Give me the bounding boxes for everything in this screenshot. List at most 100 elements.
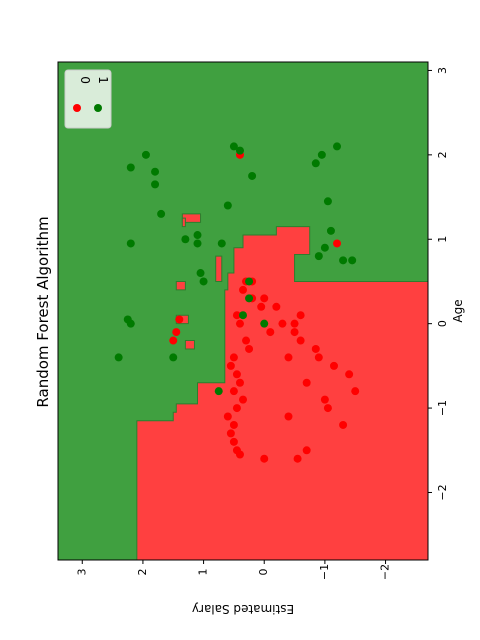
point-class-0 <box>245 344 254 353</box>
point-class-0 <box>278 319 287 328</box>
point-class-1 <box>193 239 202 248</box>
point-class-0 <box>284 353 293 362</box>
y-tick-label: −1 <box>318 564 331 580</box>
point-class-1 <box>196 269 205 278</box>
x-tick-label: 3 <box>436 67 449 74</box>
point-class-1 <box>181 235 190 244</box>
point-class-1 <box>314 252 323 261</box>
data-points <box>114 142 360 463</box>
point-class-0 <box>223 412 232 421</box>
point-class-1 <box>126 239 135 248</box>
point-class-1 <box>199 277 208 286</box>
point-class-0 <box>169 336 178 345</box>
point-class-1 <box>157 209 166 218</box>
point-class-0 <box>226 361 235 370</box>
point-class-1 <box>311 159 320 168</box>
point-class-0 <box>351 387 360 396</box>
point-class-0 <box>296 311 305 320</box>
legend-marker-1 <box>94 104 102 112</box>
legend: 0 1 <box>64 69 112 129</box>
point-class-0 <box>175 315 184 324</box>
point-class-0 <box>302 446 311 455</box>
point-class-0 <box>284 412 293 421</box>
point-class-1 <box>223 201 232 210</box>
y-tick-label: 3 <box>75 569 88 576</box>
point-class-1 <box>348 256 357 265</box>
point-class-1 <box>126 319 135 328</box>
point-class-0 <box>229 387 238 396</box>
point-class-0 <box>235 319 244 328</box>
point-class-1 <box>320 243 329 252</box>
point-class-0 <box>235 378 244 387</box>
point-class-0 <box>229 420 238 429</box>
point-class-0 <box>242 336 251 345</box>
y-tick-label: 1 <box>197 569 210 576</box>
x-tick-label: −1 <box>436 400 449 416</box>
point-class-0 <box>260 454 269 463</box>
region-class-0-island <box>175 280 186 291</box>
point-class-1 <box>239 311 247 320</box>
x-axis-ticks: −2 −1 0 1 2 3 <box>428 67 449 501</box>
y-axis-label: Estimated Salary <box>192 602 294 616</box>
point-class-1 <box>217 239 226 248</box>
point-class-0 <box>257 302 266 311</box>
chart-title: Random Forest Algorithm <box>34 216 52 407</box>
point-class-0 <box>339 420 348 429</box>
plot-frame <box>57 61 429 561</box>
point-class-1 <box>169 353 178 362</box>
legend-label-1: 1 <box>96 76 110 84</box>
point-class-0 <box>232 404 241 413</box>
region-class-0-island <box>184 340 195 350</box>
x-tick-label: 0 <box>436 320 449 327</box>
x-tick-label: −2 <box>436 484 449 500</box>
point-class-0 <box>314 353 323 362</box>
point-class-0 <box>345 370 354 379</box>
point-class-0 <box>333 239 342 248</box>
point-class-0 <box>232 370 241 379</box>
legend-box <box>64 69 112 129</box>
decision-regions <box>58 62 428 560</box>
point-class-1 <box>248 171 257 180</box>
point-class-1 <box>245 294 254 303</box>
point-class-1 <box>151 167 160 176</box>
plot-area <box>57 61 429 561</box>
point-class-1 <box>260 319 269 328</box>
point-class-0 <box>239 285 247 294</box>
point-class-0 <box>320 395 329 404</box>
point-class-0 <box>232 446 241 455</box>
region-class-0-island <box>181 213 202 223</box>
point-class-0 <box>302 378 311 387</box>
legend-marker-0 <box>73 104 81 112</box>
point-class-0 <box>239 395 247 404</box>
point-class-0 <box>229 437 238 446</box>
point-class-1 <box>339 256 348 265</box>
point-class-1 <box>214 387 223 396</box>
point-class-1 <box>114 353 123 362</box>
y-tick-label: 2 <box>136 569 149 576</box>
point-class-0 <box>293 454 302 463</box>
region-class-0-island <box>181 217 186 228</box>
point-class-1 <box>141 150 150 159</box>
y-tick-label: 0 <box>257 569 270 576</box>
point-class-1 <box>126 163 135 172</box>
point-class-1 <box>333 142 342 151</box>
point-class-1 <box>151 180 160 189</box>
point-class-0 <box>172 328 181 337</box>
point-class-1 <box>235 146 244 155</box>
point-class-1 <box>317 150 326 159</box>
point-class-1 <box>229 142 238 151</box>
point-class-1 <box>326 226 335 235</box>
x-axis-label: Age <box>451 299 465 322</box>
point-class-0 <box>323 404 332 413</box>
point-class-0 <box>226 429 235 438</box>
y-tick-label: −2 <box>379 564 392 580</box>
point-class-0 <box>329 361 338 370</box>
point-class-0 <box>296 336 305 345</box>
region-class-0 <box>136 226 428 560</box>
point-class-1 <box>245 277 254 286</box>
point-class-1 <box>323 197 332 206</box>
legend-label-0: 0 <box>78 76 92 84</box>
point-class-0 <box>311 344 320 353</box>
point-class-0 <box>266 328 275 337</box>
